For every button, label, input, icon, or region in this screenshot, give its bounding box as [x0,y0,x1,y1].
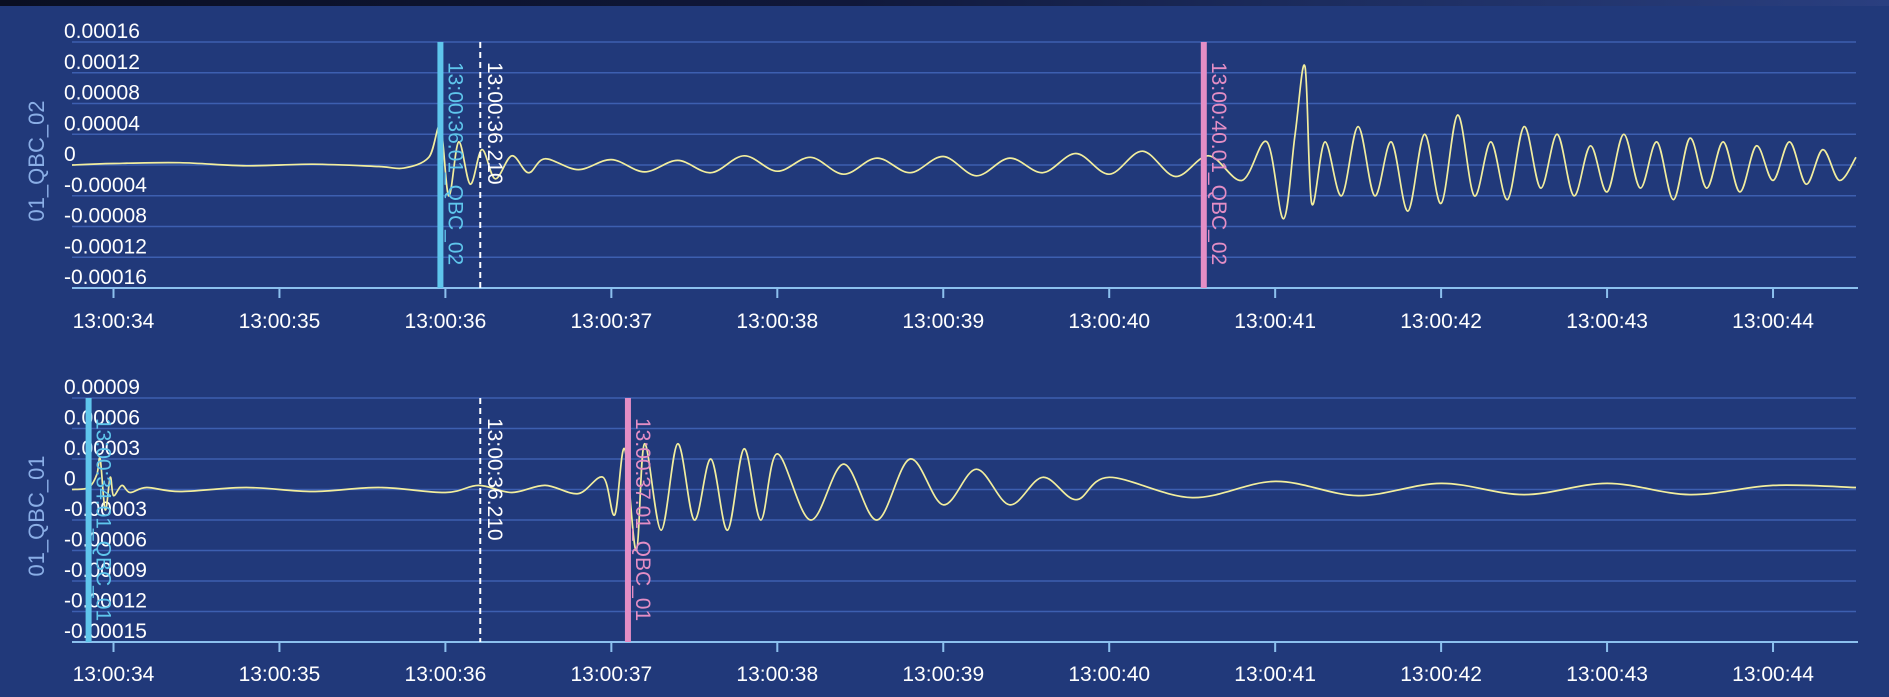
y-tick-label: 0.00012 [64,51,140,74]
x-tick-label: 13:00:41 [1234,310,1316,333]
window-top-strip [0,0,1889,6]
x-tick-label: 13:00:35 [239,310,321,333]
p-pick-marker-label: 13:00:34.01_QBC_01 [92,418,115,621]
y-tick-label: 0.00003 [64,437,140,460]
y-tick-label: -0.00012 [64,235,147,258]
p-pick-marker-label: 13:00:36.01_QBC_02 [443,62,466,265]
x-tick-label: 13:00:34 [73,663,155,686]
x-tick-label: 13:00:34 [73,310,155,333]
x-tick-label: 13:00:36 [405,310,487,333]
y-tick-label: -0.00009 [64,559,147,582]
cursor-marker-label: 13:00:36.210 [483,62,506,185]
y-tick-label: -0.00006 [64,529,147,552]
x-tick-label: 13:00:36 [405,663,487,686]
y-tick-label: 0.00006 [64,407,140,430]
s-pick-marker-label: 13:00:37.01_QBC_01 [631,418,654,621]
x-tick-label: 13:00:40 [1068,310,1150,333]
y-tick-label: 0.00016 [64,20,140,43]
channel-panel-01-qbc-02[interactable]: 0.00016 0.00012 0.00008 0.00004 0 -0.00004 -0.… [24,20,1858,333]
y-tick-label: -0.00016 [64,266,147,289]
x-tick-label: 13:00:44 [1732,663,1814,686]
x-tick-label: 13:00:43 [1566,310,1648,333]
channel-name-label: 01_QBC_01 [24,455,49,576]
y-tick-label: -0.00015 [64,620,147,643]
y-tick-label: 0.00008 [64,82,140,105]
x-tick-label: 13:00:35 [239,663,321,686]
waveform-trace-01-qbc-02 [71,64,1857,220]
x-tick-label: 13:00:42 [1400,310,1482,333]
x-tick-label: 13:00:44 [1732,310,1814,333]
x-tick-label: 13:00:37 [570,663,652,686]
x-tick-label: 13:00:41 [1234,663,1316,686]
x-tick-label: 13:00:42 [1400,663,1482,686]
x-tick-label: 13:00:38 [736,663,818,686]
y-tick-label: 0.00004 [64,112,140,135]
y-tick-label: 0 [64,143,76,166]
s-pick-marker-label: 13:00:40.01_QBC_02 [1207,62,1230,265]
x-tick-label: 13:00:40 [1068,663,1150,686]
x-tick-label: 13:00:39 [902,663,984,686]
channel-panel-01-qbc-01[interactable]: 0.000090.000060.000030-0.00003-0.00006-0… [24,376,1858,686]
waveform-trace-01-qbc-01 [71,442,1857,552]
x-tick-label: 13:00:38 [736,310,818,333]
cursor-marker-label: 13:00:36.210 [483,418,506,541]
x-tick-label: 13:00:37 [570,310,652,333]
y-tick-label: -0.00004 [64,174,147,197]
y-tick-label: 0.00009 [64,376,140,399]
x-tick-label: 13:00:39 [902,310,984,333]
x-tick-label: 13:00:43 [1566,663,1648,686]
y-tick-label: 0 [64,468,76,491]
y-tick-label: -0.00008 [64,205,147,228]
channel-name-label: 01_QBC_02 [24,100,49,221]
y-tick-label: -0.00012 [64,590,147,613]
